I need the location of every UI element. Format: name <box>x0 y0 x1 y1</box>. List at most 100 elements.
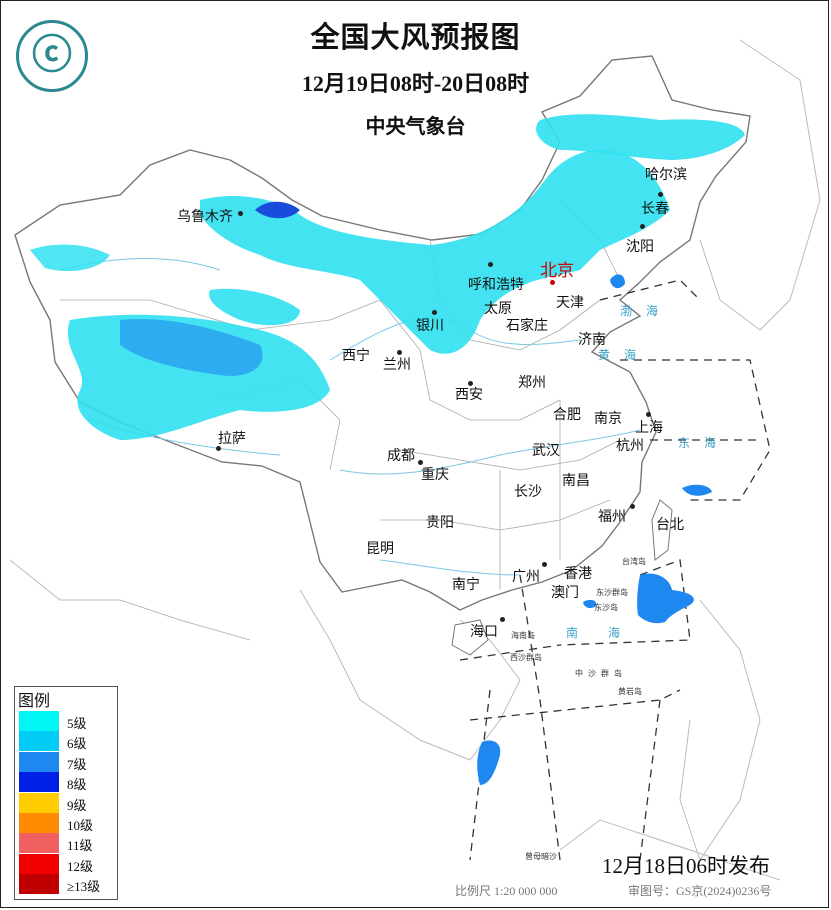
city-dot <box>468 381 473 386</box>
legend-label: 10级 <box>67 818 94 833</box>
legend-item: 10级 <box>19 813 117 833</box>
map-title: 全国大风预报图 <box>310 20 521 54</box>
legend-swatch <box>19 711 59 731</box>
wind-area-level6 <box>200 150 670 354</box>
capital-label: 北京 <box>540 261 574 281</box>
neighbor-outline <box>559 819 781 881</box>
place-label: 黄岩岛 <box>618 687 642 696</box>
city-label: 贵阳 <box>426 515 454 531</box>
legend-swatch <box>19 731 59 752</box>
city-label: 昆明 <box>366 541 394 557</box>
sea-label: 南海 <box>566 626 651 640</box>
city-label: 呼和浩特 <box>468 277 524 293</box>
city-dot <box>397 350 402 355</box>
wind-area-level6 <box>536 114 745 160</box>
capital-dot <box>550 280 555 285</box>
city-dot <box>216 446 221 451</box>
approval-number: 审图号：GS京(2024)0236号 <box>628 884 772 898</box>
legend-swatch <box>19 772 59 793</box>
legend-label: 8级 <box>67 777 87 793</box>
wind-area-level7 <box>583 599 597 609</box>
city-label: 沈阳 <box>626 239 654 255</box>
city-label: 香港 <box>564 566 592 582</box>
city-label: 拉萨 <box>218 431 246 447</box>
city-label: 济南 <box>578 332 606 348</box>
legend-label: 7级 <box>67 756 87 772</box>
city-dot <box>542 562 547 567</box>
legend-label: 12级 <box>67 858 94 874</box>
legend-item: 8级 <box>19 772 117 793</box>
city-label: 杭州 <box>616 438 644 454</box>
city-label: 哈尔滨 <box>645 167 687 183</box>
cma-logo: ⓒ <box>16 20 88 92</box>
legend-title: 图例 <box>18 691 51 710</box>
city-label: 乌鲁木齐 <box>177 209 233 225</box>
city-dot <box>500 617 505 622</box>
city-label: 武汉 <box>532 443 560 459</box>
neighbor-outline <box>9 559 251 641</box>
city-label: 银川 <box>416 318 444 334</box>
city-label: 西宁 <box>342 348 370 364</box>
taiwan-island <box>651 499 673 561</box>
legend-swatch <box>19 792 59 813</box>
wind-area-level7 <box>610 274 625 289</box>
city-dot <box>646 412 651 417</box>
place-label: 海南岛 <box>511 631 535 640</box>
sea-label: 黄海 <box>598 348 651 362</box>
wind-areas <box>30 114 745 785</box>
wind-area-level6 <box>209 288 300 326</box>
agency-name: 中央气象台 <box>365 114 466 138</box>
city-label: 合肥 <box>553 407 581 423</box>
neighbor-outline <box>679 599 761 862</box>
legend-item: 5级 <box>19 711 117 731</box>
city-dot <box>238 211 243 216</box>
place-label: 曾母暗沙 <box>525 852 557 861</box>
sea-area-boundaries <box>459 279 771 861</box>
wind-area-level6 <box>30 244 110 272</box>
forecast-period: 12月19日08时-20日08时 <box>301 71 530 96</box>
city-label: 郑州 <box>518 375 546 391</box>
legend-swatch <box>19 751 59 772</box>
legend-item: 12级 <box>19 853 117 874</box>
place-label: 台湾岛 <box>622 557 646 566</box>
legend-item: ≥13级 <box>19 874 117 895</box>
city-dot <box>488 262 493 267</box>
city-label: 石家庄 <box>506 318 548 334</box>
issue-time: 12月18日06时发布 <box>602 854 770 878</box>
wind-area-level8 <box>255 201 300 219</box>
neighbor-outline <box>699 39 821 331</box>
city-dot <box>418 460 423 465</box>
city-label: 太原 <box>484 301 512 317</box>
legend-swatch <box>19 833 59 854</box>
legend-swatch <box>19 813 59 833</box>
place-label: 东沙群岛 <box>596 588 628 597</box>
legend-swatch <box>19 874 59 895</box>
city-label: 广州 <box>512 569 540 585</box>
legend-label: 6级 <box>67 736 87 752</box>
city-label: 南京 <box>594 411 622 427</box>
wind-area-level7 <box>682 484 712 496</box>
city-dot <box>630 504 635 509</box>
city-label: 福州 <box>598 509 626 525</box>
sea-label: 东海 <box>678 436 731 450</box>
legend-item: 11级 <box>19 833 117 854</box>
wind-area-level7 <box>120 319 263 376</box>
city-label: 上海 <box>635 420 663 436</box>
wind-area-level7 <box>477 740 501 785</box>
legend-item: 7级 <box>19 751 117 772</box>
legend-label: 9级 <box>67 797 87 813</box>
place-label: 西沙群岛 <box>510 653 542 662</box>
city-label: 澳门 <box>551 585 579 601</box>
map-scale: 比例尺 1:20 000 000 <box>455 884 558 898</box>
city-label: 台北 <box>656 517 684 533</box>
neighbor-outline <box>299 589 521 761</box>
wind-area-level7 <box>637 573 694 624</box>
city-dot <box>658 192 663 197</box>
legend-item: 9级 <box>19 792 117 813</box>
city-dot <box>432 310 437 315</box>
city-label: 重庆 <box>421 467 449 483</box>
legend-label: 5级 <box>67 716 87 731</box>
sea-label: 渤海 <box>620 304 673 318</box>
hainan-island <box>451 619 489 656</box>
